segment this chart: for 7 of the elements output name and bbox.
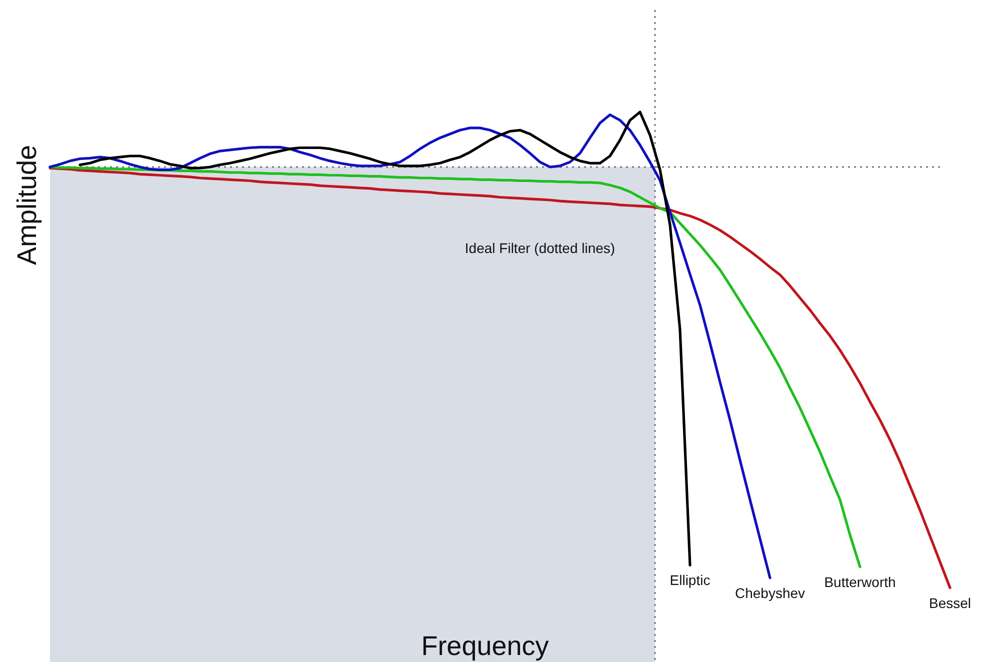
series-label: Elliptic [670,572,710,588]
series-label: Butterworth [824,574,896,590]
series-label: Chebyshev [734,584,806,601]
series-label: Bessel [928,594,972,611]
x-axis-title: Frequency [421,631,550,661]
annotation: Ideal Filter (dotted lines) [464,240,616,256]
y-axis-title: Amplitude [12,144,42,266]
